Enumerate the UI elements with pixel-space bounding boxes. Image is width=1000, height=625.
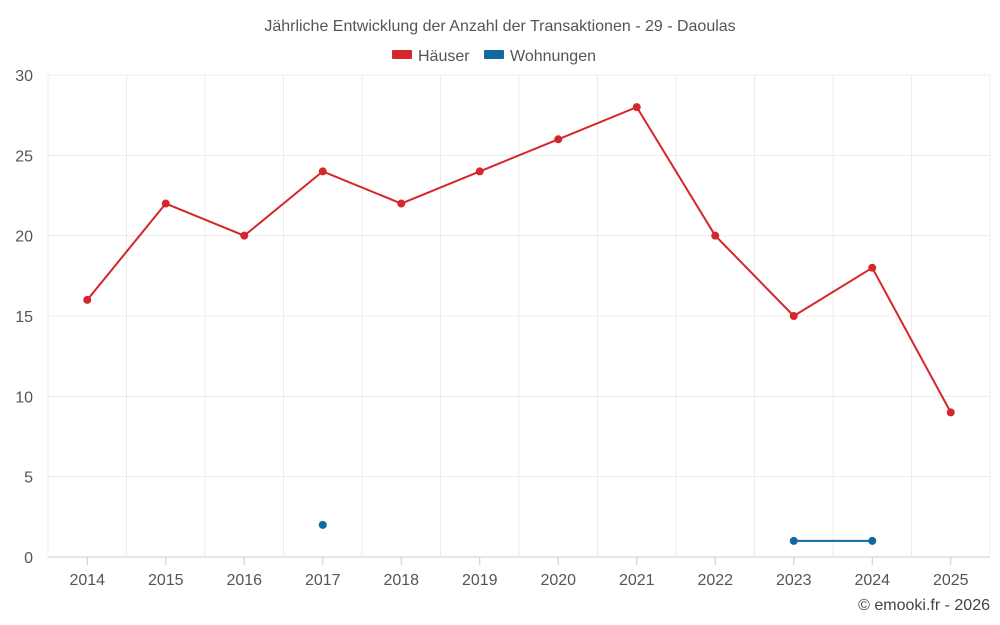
y-axis: 0 5 10 15 20 25 30 [15, 68, 33, 567]
y-tick-label: 15 [15, 309, 33, 326]
x-tick-label: 2022 [697, 572, 733, 589]
data-point[interactable] [161, 199, 170, 208]
x-tick-label: 2019 [462, 572, 498, 589]
legend-item-haeuser[interactable]: Häuser [392, 48, 470, 65]
series-line [86, 106, 952, 413]
series-haeuser [83, 103, 955, 417]
data-point[interactable] [554, 135, 563, 144]
y-tick-label: 0 [24, 550, 33, 567]
data-point[interactable] [318, 520, 327, 529]
x-tick-label: 2014 [69, 572, 105, 589]
data-point[interactable] [240, 231, 249, 240]
data-point[interactable] [397, 199, 406, 208]
x-tick-label: 2023 [776, 572, 812, 589]
series-layer [83, 103, 955, 545]
data-point[interactable] [789, 536, 798, 545]
legend-label-wohnungen: Wohnungen [510, 48, 596, 65]
y-tick-label: 20 [15, 229, 33, 246]
legend-item-wohnungen[interactable]: Wohnungen [484, 48, 596, 65]
grid [47, 74, 991, 558]
data-point[interactable] [868, 536, 877, 545]
data-point[interactable] [83, 295, 92, 304]
y-tick-label: 25 [15, 148, 33, 165]
credit-text: © emooki.fr - 2026 [858, 597, 990, 614]
series-wohnungen [318, 520, 877, 545]
x-axis: 2014 2015 2016 2017 2018 2019 2020 2021 2022 2023… [69, 557, 969, 589]
data-point[interactable] [789, 312, 798, 320]
legend-label-haeuser: Häuser [418, 48, 470, 65]
y-tick-label: 10 [15, 389, 33, 406]
data-point[interactable] [475, 167, 484, 176]
data-point[interactable] [946, 408, 955, 417]
x-tick-label: 2025 [933, 572, 969, 589]
x-tick-label: 2017 [305, 572, 341, 589]
data-point[interactable] [632, 103, 641, 112]
y-tick-label: 30 [15, 68, 33, 85]
x-tick-label: 2015 [148, 572, 184, 589]
x-tick-label: 2018 [383, 572, 419, 589]
y-tick-label: 5 [24, 470, 33, 487]
x-tick-label: 2024 [854, 572, 890, 589]
data-point[interactable] [868, 263, 877, 272]
chart-title: Jährliche Entwicklung der Anzahl der Tra… [264, 18, 735, 35]
data-point[interactable] [318, 167, 327, 176]
data-point[interactable] [711, 231, 720, 240]
legend-swatch-haeuser [392, 50, 412, 59]
legend: Häuser Wohnungen [392, 48, 596, 65]
x-tick-label: 2020 [540, 572, 576, 589]
x-tick-label: 2016 [226, 572, 262, 589]
legend-swatch-wohnungen [484, 50, 504, 59]
x-tick-label: 2021 [619, 572, 655, 589]
